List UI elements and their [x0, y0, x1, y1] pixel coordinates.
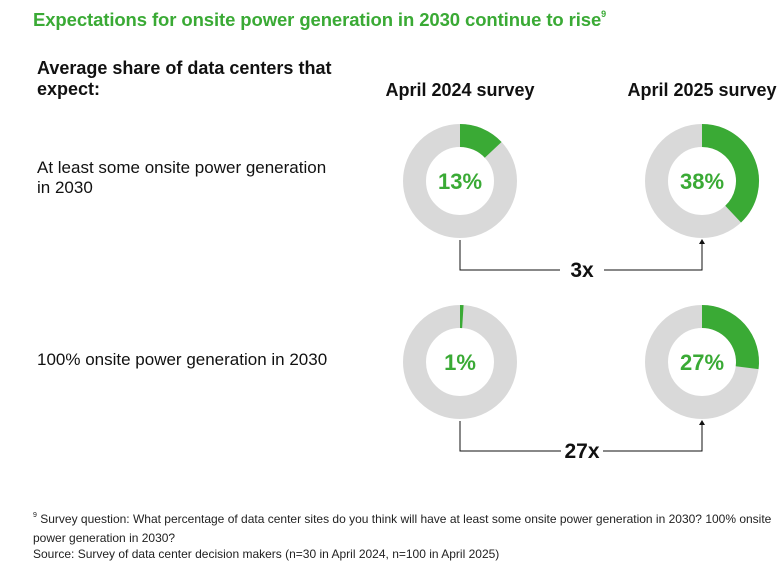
donut-segment-row1-2024	[459, 124, 502, 159]
survey-header-2025: April 2025 survey	[627, 80, 777, 100]
donut-value-label-row2-2025: 27%	[680, 350, 724, 375]
title-footnote-marker: 9	[601, 8, 607, 19]
chart-title: Expectations for onsite power generation…	[33, 8, 607, 30]
source-text: Survey of data center decision makers (n…	[74, 547, 500, 561]
subheading: Average share of data centers that expec…	[37, 58, 332, 99]
bracket-arrowhead-row2	[699, 420, 705, 425]
footnote-text: Survey question: What percentage of data…	[33, 512, 772, 545]
source-note: Source: Survey of data center decision m…	[33, 545, 773, 564]
bracket-left-row1	[459, 240, 560, 271]
donut-segment-row2-2025	[701, 305, 759, 370]
source-label: Source:	[33, 547, 75, 561]
donut-value-label-row2-2024: 1%	[444, 350, 476, 375]
bracket-right-row2	[603, 423, 703, 452]
footnote: 9 Survey question: What percentage of da…	[33, 507, 773, 548]
multiplier-label-row2: 27x	[564, 440, 599, 463]
footnote-marker: 9	[33, 512, 37, 519]
row-label-some-onsite: At least some onsite power generation in…	[37, 158, 327, 197]
bracket-arrowhead-row1	[699, 239, 705, 244]
row-label-full-onsite: 100% onsite power generation in 2030	[37, 350, 328, 369]
multiplier-label-row1: 3x	[570, 259, 594, 282]
bracket-left-row2	[459, 421, 561, 452]
bracket-right-row1	[604, 242, 703, 271]
donut-segment-row1-2025	[701, 124, 759, 223]
donut-value-label-row1-2025: 38%	[680, 169, 724, 194]
survey-header-2024: April 2024 survey	[385, 80, 535, 100]
donut-value-label-row1-2024: 13%	[438, 169, 482, 194]
